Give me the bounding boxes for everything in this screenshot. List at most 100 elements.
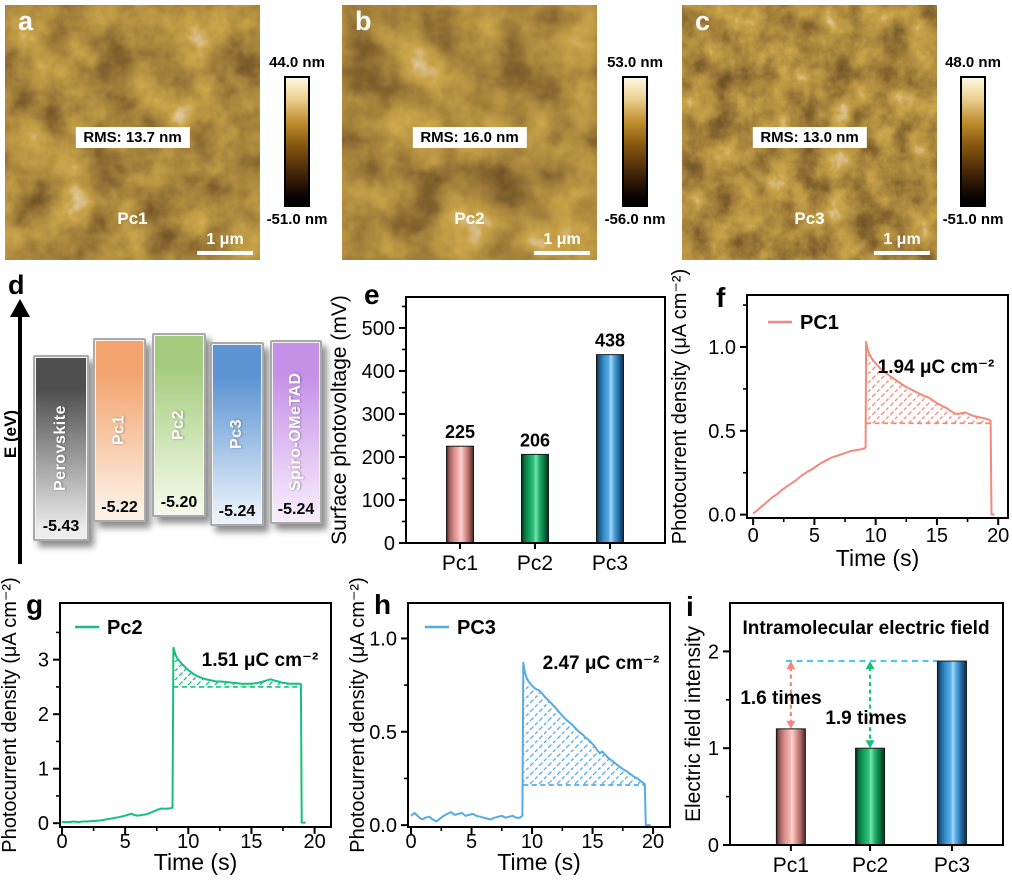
y-tick-label: 2: [38, 704, 49, 726]
y-axis-title: Photocurrent density (μA cm⁻²): [347, 577, 369, 853]
category-label: Pc3: [934, 854, 970, 877]
afm-panel-a: a RMS: 13.7 nm Pc1 1 μm: [5, 5, 260, 260]
y-tick-label: 500: [362, 318, 395, 340]
colorbar-a: 44.0 nm -51.0 nm: [258, 53, 336, 230]
x-tick-label: 0: [56, 831, 67, 853]
legend-label: PC3: [457, 617, 496, 639]
colorbar-c: 48.0 nm -51.0 nm: [934, 53, 1012, 230]
x-axis-title: Time (s): [836, 545, 919, 571]
panel-letter-c: c: [695, 6, 711, 36]
x-tick-label: 10: [865, 525, 887, 547]
charge-annotation: 1.51 μC cm⁻²: [202, 650, 319, 671]
rms-label-c: RMS: 13.0 nm: [752, 127, 867, 148]
plot-frame: [407, 602, 671, 828]
bar-pc3: [936, 660, 967, 846]
colorbar-a-min: -51.0 nm: [266, 211, 328, 228]
y-tick-label: 3: [38, 650, 49, 672]
x-tick-label: 15: [581, 831, 603, 853]
x-tick-label: 20: [987, 525, 1009, 547]
integration-hatch-area: [523, 662, 645, 785]
legend-label: PC1: [800, 312, 839, 334]
chart-e: 0 100 200 300 400 500 225 Pc1 206 Pc2 438 Pc3 Surfac…: [328, 279, 666, 575]
sample-label-pc2: Pc2: [454, 209, 485, 228]
bar-pc3: [595, 354, 624, 544]
x-axis-title: Time (s): [497, 849, 580, 875]
bar-pc2: [855, 747, 886, 846]
scale-bar-a: 1 μm: [197, 231, 253, 255]
chart-f: 0 5 10 15 20 0.0 0.5 1.0 PC1 1.94 μC cm⁻² Time (s)…: [669, 269, 1009, 571]
plot-frame: [729, 602, 1004, 846]
category-label: Pc1: [442, 552, 478, 575]
colorbar-b-max: 53.0 nm: [607, 54, 663, 71]
bar-pc2: [520, 453, 549, 544]
y-tick-label: 2: [708, 641, 719, 663]
integration-hatch-area: [866, 341, 991, 424]
bar-pc1: [446, 445, 475, 544]
y-axis-title: Electric field intensity: [682, 625, 705, 822]
afm-panel-c: c RMS: 13.0 nm Pc3 1 μm: [682, 5, 937, 260]
y-tick-label: 400: [362, 361, 395, 383]
x-tick-label: 15: [240, 831, 262, 853]
scale-bar-label: 1 μm: [206, 231, 244, 248]
afm-panel-b: b RMS: 16.0 nm Pc2 1 μm: [342, 5, 597, 260]
y-tick-label: 0.5: [708, 421, 736, 443]
y-tick-label: 0.0: [369, 815, 397, 837]
x-tick-label: 10: [521, 831, 543, 853]
scale-bar-line: [534, 251, 590, 255]
x-tick-label: 15: [926, 525, 948, 547]
rms-label-b: RMS: 16.0 nm: [412, 127, 527, 148]
ratio-annotation: 1.6 times: [740, 688, 821, 709]
y-tick-label: 0: [708, 835, 719, 857]
legend-label: Pc2: [107, 617, 143, 639]
y-tick-label: 0.5: [369, 722, 397, 744]
chart-h: 0 5 10 15 20 0.0 0.5 1.0 PC3 2.47 μC cm⁻² Time (s)…: [347, 577, 671, 875]
x-tick-label: 20: [303, 831, 325, 853]
y-axis-title: Photocurrent density (μA cm⁻²): [669, 269, 691, 545]
category-label: Pc2: [852, 854, 888, 877]
panel-letter-h: h: [374, 589, 391, 620]
x-tick-label: 5: [809, 525, 820, 547]
colorbar-c-max: 48.0 nm: [945, 54, 1001, 71]
colorbar-c-min: -51.0 nm: [942, 211, 1004, 228]
photocurrent-curve-pc3: [410, 661, 651, 827]
sample-label-pc3: Pc3: [794, 209, 825, 228]
y-tick-label: 300: [362, 404, 395, 426]
bar-pc1: [775, 728, 806, 846]
scale-bar-line: [874, 251, 930, 255]
y-tick-label: 0: [384, 533, 395, 555]
colorbar-a-gradient: [284, 76, 310, 207]
plot-frame: [59, 602, 332, 828]
x-tick-label: 0: [748, 525, 759, 547]
x-tick-label: 0: [405, 831, 416, 853]
photocurrent-curve-pc2: [62, 646, 306, 824]
sample-label-pc1: Pc1: [117, 209, 148, 228]
panel-letter-e: e: [364, 279, 380, 310]
ratio-annotation: 1.9 times: [825, 708, 906, 729]
bar-value-label: 206: [520, 430, 550, 450]
x-tick-label: 20: [642, 831, 664, 853]
y-axis-title: Surface photovoltage (mV): [328, 295, 351, 545]
scale-bar-line: [197, 251, 253, 255]
colorbar-b: 53.0 nm -56.0 nm: [596, 53, 674, 230]
colorbar-b-gradient: [622, 76, 648, 207]
bar-value-label: 438: [595, 331, 625, 351]
category-label: Pc2: [517, 552, 553, 575]
y-axis-title: Photocurrent density (μA cm⁻²): [0, 577, 21, 853]
y-tick-label: 1: [708, 738, 719, 760]
y-tick-label: 0: [38, 813, 49, 835]
plot-frame: [405, 296, 666, 544]
plot-frame: [746, 294, 1009, 519]
bar-value-label: 225: [445, 422, 475, 442]
integration-hatch-area: [173, 647, 301, 687]
y-tick-label: 1.0: [708, 337, 736, 359]
colorbar-b-min: -56.0 nm: [604, 211, 666, 228]
scale-bar-b: 1 μm: [534, 231, 590, 255]
colorbar-a-max: 44.0 nm: [269, 54, 325, 71]
panel-letter-a: a: [18, 6, 34, 36]
chart-title: Intramolecular electric field: [742, 618, 989, 639]
y-tick-label: 1.0: [369, 628, 397, 650]
chart-g: 0 5 10 15 20 0 1 2 3 Pc2 1.51 μC cm⁻² Time (s) Photo…: [0, 577, 332, 875]
